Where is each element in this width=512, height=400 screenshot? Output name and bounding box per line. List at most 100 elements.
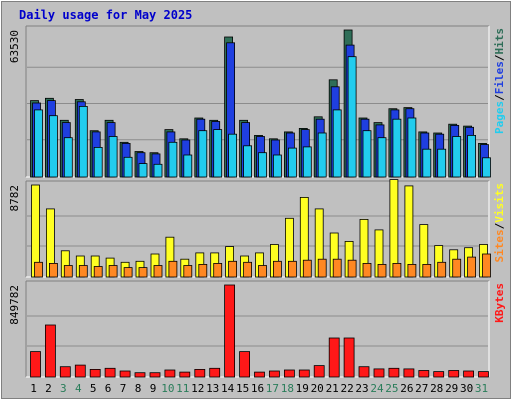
bar-pages-day-10 [168, 141, 178, 178]
bar-visits-day-26 [404, 185, 414, 278]
bar-pages-day-19 [302, 146, 312, 178]
x-tick-label-day-23: 23 [355, 382, 368, 395]
bar-sites-day-31 [482, 253, 491, 278]
bar-sites-day-25 [392, 262, 402, 278]
bar-sites-day-26 [407, 263, 417, 278]
bar-sites-day-15 [243, 261, 253, 278]
bar-pages-day-28 [437, 148, 447, 178]
bar-pages-day-31 [482, 157, 491, 178]
bar-pages-day-11 [183, 154, 193, 178]
bar-kbytes-day-17 [268, 370, 280, 378]
x-tick-label-day-20: 20 [311, 382, 324, 395]
bar-sites-day-12 [198, 263, 208, 278]
x-tick-label-day-13: 13 [206, 382, 219, 395]
bar-sites-day-7 [123, 267, 133, 278]
panel-background [26, 281, 489, 377]
bar-sites-day-5 [93, 266, 103, 278]
bar-pages-day-6 [108, 136, 118, 178]
x-tick-label-day-10: 10 [161, 382, 174, 395]
bar-kbytes-day-7 [119, 370, 131, 378]
bar-kbytes-day-31 [478, 371, 489, 378]
bar-sites-day-30 [467, 256, 477, 278]
x-tick-label-day-22: 22 [340, 382, 353, 395]
bar-kbytes-day-14 [224, 284, 236, 378]
bar-sites-day-24 [377, 263, 387, 278]
x-tick-label-day-12: 12 [191, 382, 204, 395]
legend: Sites/Visits [493, 183, 506, 263]
bar-kbytes-day-26 [403, 368, 415, 378]
bar-pages-day-4 [78, 106, 88, 178]
x-tick-label-day-24: 24 [370, 382, 384, 395]
x-tick-label-day-1: 1 [30, 382, 37, 395]
bar-kbytes-day-9 [149, 372, 161, 378]
x-tick-label-day-26: 26 [400, 382, 413, 395]
x-tick-label-day-17: 17 [266, 382, 279, 395]
bar-kbytes-day-10 [164, 369, 176, 378]
bar-pages-day-9 [153, 163, 163, 178]
bar-sites-day-3 [63, 265, 73, 278]
x-tick-label-day-27: 27 [415, 382, 428, 395]
x-axis-labels: 1 2 3 4 5 6 7 8 9 10 11 12 13 14 15 16 17 18 19 20 21 22 23 24 2… [30, 382, 488, 395]
bar-pages-day-12 [198, 130, 208, 178]
bar-sites-day-8 [138, 267, 148, 278]
bar-sites-day-27 [422, 263, 432, 278]
bar-kbytes-day-5 [89, 368, 101, 378]
y-max-label: 63530 [8, 30, 21, 63]
x-tick-label-day-31: 31 [475, 382, 488, 395]
bar-sites-day-22 [347, 259, 357, 278]
x-tick-label-day-3: 3 [60, 382, 67, 395]
x-tick-label-day-6: 6 [105, 382, 112, 395]
bar-kbytes-day-21 [328, 337, 340, 378]
x-tick-label-day-30: 30 [460, 382, 473, 395]
x-tick-label-day-15: 15 [236, 382, 249, 395]
bar-kbytes-day-27 [418, 370, 430, 378]
bar-sites-day-10 [168, 260, 178, 278]
legend-entry: Hits [493, 28, 506, 55]
legend-entry: Pages [493, 101, 506, 134]
bar-pages-day-5 [93, 146, 103, 178]
x-tick-label-day-21: 21 [326, 382, 339, 395]
bar-pages-day-22 [347, 56, 357, 178]
bar-pages-day-18 [287, 147, 297, 178]
bar-sites-day-6 [108, 265, 118, 278]
bar-pages-day-24 [377, 137, 387, 178]
x-tick-label-day-7: 7 [120, 382, 127, 395]
bar-kbytes-day-1 [30, 351, 41, 378]
x-tick-label-day-16: 16 [251, 382, 264, 395]
y-max-label: 849782 [8, 285, 21, 325]
x-tick-label-day-19: 19 [296, 382, 309, 395]
bar-pages-day-27 [422, 148, 432, 178]
x-tick-label-day-11: 11 [176, 382, 189, 395]
x-tick-label-day-5: 5 [90, 382, 97, 395]
bar-pages-day-3 [63, 137, 73, 178]
x-tick-label-day-18: 18 [281, 382, 294, 395]
bar-pages-day-16 [258, 152, 267, 178]
panel-visits-sites: 8782 Sites/Visits [8, 179, 506, 278]
bar-kbytes-day-8 [134, 372, 146, 378]
bar-kbytes-day-4 [74, 364, 86, 378]
bar-kbytes-day-3 [59, 366, 71, 378]
bar-sites-day-23 [362, 262, 372, 278]
bar-kbytes-day-15 [239, 351, 251, 378]
bar-kbytes-day-25 [388, 367, 400, 378]
bar-sites-day-13 [213, 262, 223, 278]
bar-sites-day-19 [302, 259, 312, 278]
bar-pages-day-2 [49, 115, 58, 178]
bar-pages-day-7 [123, 156, 133, 178]
bar-pages-day-30 [467, 134, 477, 178]
legend: KBytes [493, 283, 506, 323]
y-max-label: 8782 [8, 185, 21, 212]
bar-kbytes-day-19 [298, 369, 310, 378]
bar-sites-day-1 [34, 261, 43, 278]
bar-sites-day-28 [437, 261, 447, 278]
bar-kbytes-day-2 [45, 324, 56, 378]
bar-pages-day-13 [213, 129, 223, 178]
bar-kbytes-day-28 [433, 371, 445, 378]
bar-pages-day-1 [34, 109, 43, 178]
legend: Pages/Files/Hits [493, 28, 506, 134]
legend-entry: Visits [493, 183, 506, 223]
bar-pages-day-8 [138, 163, 148, 178]
bar-kbytes-day-24 [373, 368, 385, 378]
legend-entry: Files [493, 61, 506, 94]
